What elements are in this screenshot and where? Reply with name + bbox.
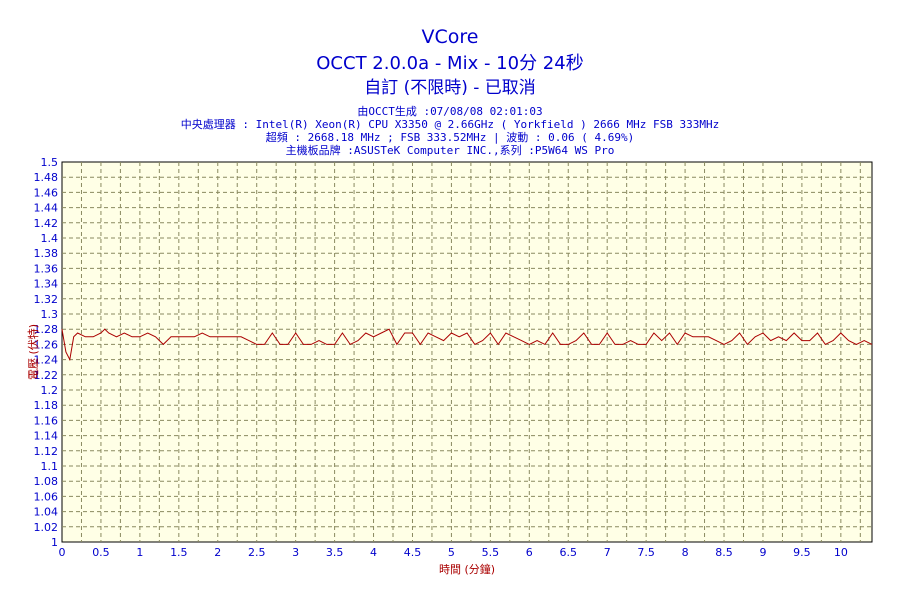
y-tick-label: 1.4 [41,232,59,245]
x-tick-label: 2.5 [248,546,266,559]
info-line-overclock: 超頻 : 2668.18 MHz ; FSB 333.52MHz | 波動 : … [265,131,635,144]
y-tick-label: 1.42 [34,217,59,230]
info-line-cpu: 中央處理器 : Intel(R) Xeon(R) CPU X3350 @ 2.6… [180,118,720,131]
x-tick-label: 2 [214,546,221,559]
x-tick-label: 6.5 [560,546,578,559]
x-tick-label: 8 [682,546,689,559]
y-tick-label: 1.5 [41,156,59,169]
x-tick-label: 9 [759,546,766,559]
info-line-generated: 由OCCT生成 :07/08/08 02:01:03 [357,105,543,118]
y-tick-label: 1 [51,536,58,549]
series-line-vcore [61,328,873,362]
y-tick-label: 1.16 [34,414,59,427]
x-tick-label: 7 [604,546,611,559]
x-tick-label: 4 [370,546,377,559]
y-tick-label: 1.44 [34,202,59,215]
y-tick-label: 1.22 [34,369,59,382]
y-tick-label: 1.18 [34,399,59,412]
x-tick-label: 8.5 [715,546,733,559]
chart-title: VCore [421,26,479,48]
y-tick-label: 1.28 [34,323,59,336]
y-tick-label: 1.26 [34,338,59,351]
x-tick-label: 1.5 [170,546,188,559]
x-tick-label: 9.5 [793,546,811,559]
y-tick-label: 1.02 [34,521,59,534]
x-tick-label: 0.5 [92,546,110,559]
x-axis-label: 時間 (分鐘) [439,562,495,576]
y-tick-label: 1.24 [34,354,59,367]
x-tick-label: 4.5 [404,546,422,559]
plot-area [61,161,873,543]
x-tick-label: 10 [834,546,848,559]
y-tick-label: 1.08 [34,475,59,488]
y-tick-label: 1.34 [34,278,59,291]
y-tick-label: 1.2 [41,384,59,397]
y-tick-label: 1.1 [41,460,59,473]
y-tick-label: 1.48 [34,171,59,184]
x-tick-label: 3.5 [326,546,344,559]
y-tick-label: 1.04 [34,506,59,519]
x-tick-label: 0 [59,546,66,559]
x-tick-label: 1 [136,546,143,559]
y-axis-ticks: 1.5 1.48 1.46 1.44 1.42 1.4 1.38 1.36 1.34 1.32 1.… [34,156,59,549]
chart-subtitle-2: 自訂 (不限時) - 已取消 [364,78,536,98]
y-tick-label: 1.12 [34,445,59,458]
y-tick-label: 1.06 [34,490,59,503]
y-axis-label: 電壓 (伏特) [26,324,40,380]
y-tick-label: 1.32 [34,293,59,306]
y-tick-label: 1.38 [34,247,59,260]
y-tick-label: 1.14 [34,430,59,443]
y-tick-label: 1.3 [41,308,59,321]
x-tick-label: 3 [292,546,299,559]
x-tick-label: 5 [448,546,455,559]
info-line-motherboard: 主機板品牌 :ASUSTeK Computer INC.,系列 :P5W64 W… [285,144,615,157]
y-tick-label: 1.46 [34,186,59,199]
x-tick-label: 7.5 [637,546,655,559]
y-tick-label: 1.36 [34,262,59,275]
grid-lines [62,162,872,542]
x-axis-ticks: 0 0.5 1 1.5 2 2.5 3 3.5 4 4.5 5 5.5 6 6.5 7 7.5 8 8.5 9 9.5… [59,546,848,559]
x-tick-label: 6 [526,546,533,559]
chart-subtitle: OCCT 2.0.0a - Mix - 10分 24秒 [316,53,584,74]
x-tick-label: 5.5 [482,546,500,559]
